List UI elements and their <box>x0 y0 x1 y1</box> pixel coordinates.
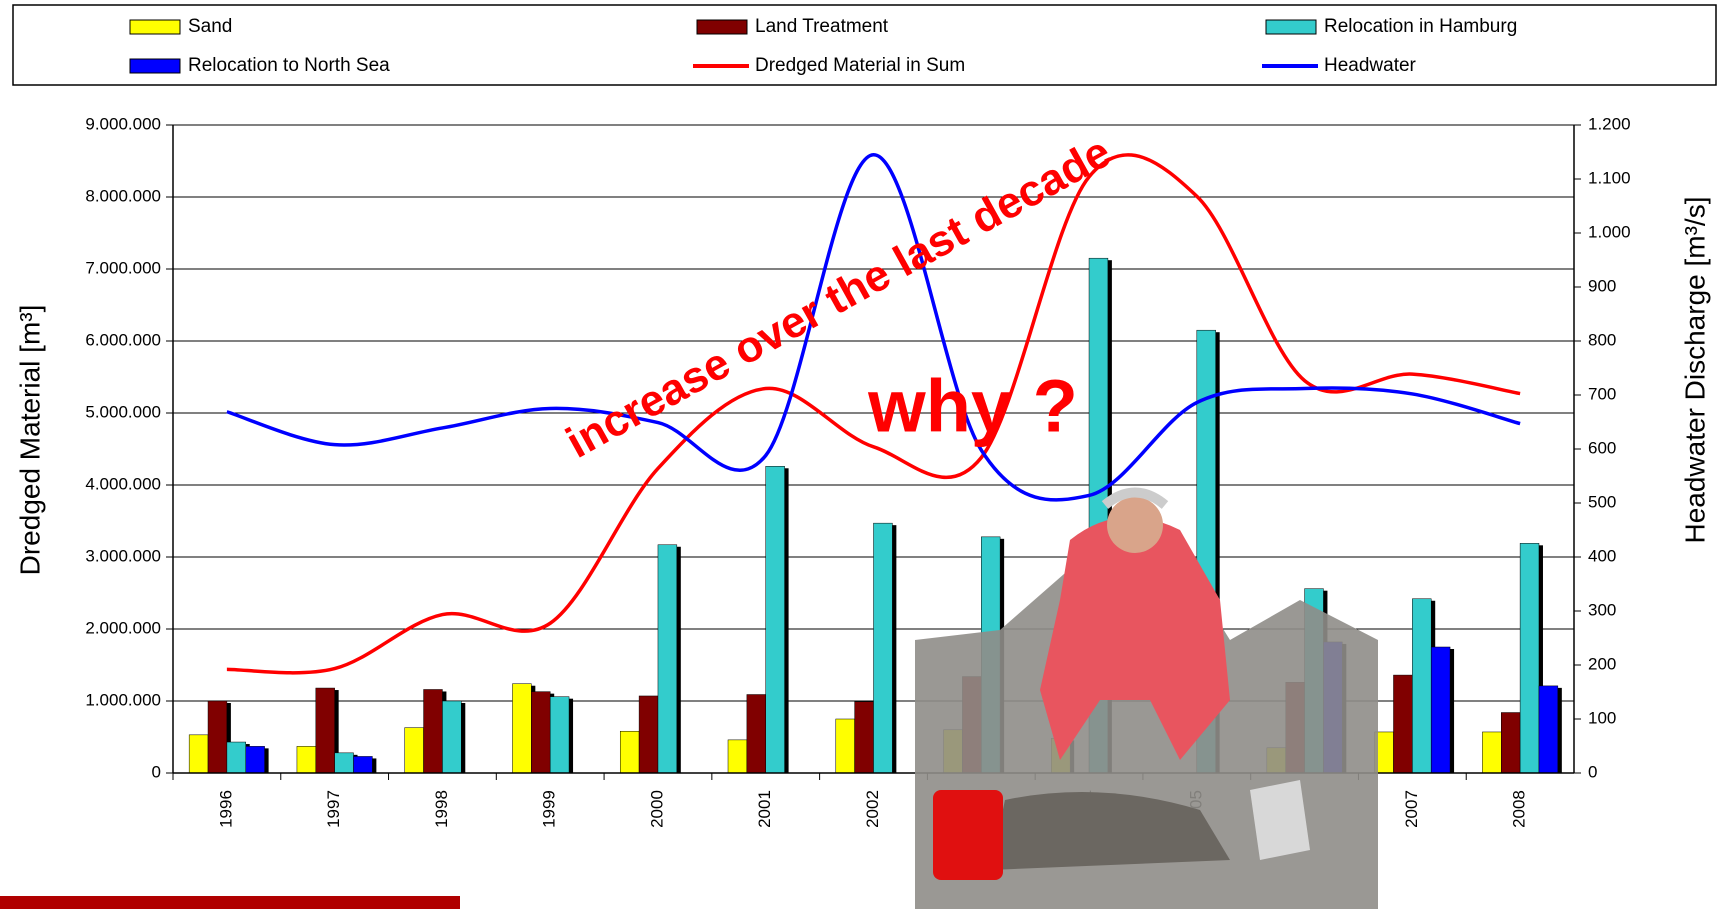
bar <box>836 719 855 773</box>
y-tick-label: 4.000.000 <box>85 474 161 493</box>
bar <box>1482 732 1501 773</box>
x-tick-label: 2000 <box>647 790 666 828</box>
y2-tick-label: 900 <box>1588 276 1616 295</box>
y-tick-label: 8.000.000 <box>85 186 161 205</box>
chart: 0 1.000.000 2.000.000 3.000.000 4.000.000 5.0… <box>0 0 1729 909</box>
y-tick-label: 6.000.000 <box>85 330 161 349</box>
y2-tick-label: 100 <box>1588 708 1616 727</box>
legend-swatch <box>130 20 180 34</box>
x-tick-label: 1998 <box>432 790 451 828</box>
footer-bar <box>0 896 460 909</box>
bar <box>1501 713 1520 773</box>
bar <box>874 523 893 773</box>
y-tick-label: 3.000.000 <box>85 546 161 565</box>
legend-swatch <box>697 20 747 34</box>
bar <box>1520 543 1539 773</box>
y2-tick-label: 800 <box>1588 330 1616 349</box>
y2-tick-label: 1.000 <box>1588 222 1631 241</box>
y-tick-label: 0 <box>152 762 161 781</box>
bar <box>855 702 874 773</box>
y2-tick-label: 0 <box>1588 762 1597 781</box>
bar <box>512 684 531 773</box>
bar <box>550 697 569 773</box>
bar <box>658 545 677 773</box>
legend-label: Dredged Material in Sum <box>755 55 965 76</box>
y2-tick-label: 600 <box>1588 438 1616 457</box>
y2-tick-label: 400 <box>1588 546 1616 565</box>
x-tick-label: 2007 <box>1402 790 1421 828</box>
bar <box>405 728 424 773</box>
y-tick-label: 5.000.000 <box>85 402 161 421</box>
y-tick-label: 2.000.000 <box>85 618 161 637</box>
bar <box>766 466 785 773</box>
y2-tick-label: 500 <box>1588 492 1616 511</box>
bar <box>335 753 354 773</box>
bar <box>246 746 265 773</box>
legend-swatch <box>130 59 180 73</box>
y-tick-label: 1.000.000 <box>85 690 161 709</box>
x-tick-label: 1999 <box>540 790 559 828</box>
bar <box>424 689 443 773</box>
y-axis-title: Dredged Material [m³] <box>14 305 45 576</box>
x-tick-label: 2002 <box>863 790 882 828</box>
bar <box>316 688 335 773</box>
y2-tick-label: 1.200 <box>1588 114 1631 133</box>
bar <box>1412 599 1431 773</box>
page: {"chart_data": { "type": "bar", "categor… <box>0 0 1729 909</box>
legend-label: Relocation to North Sea <box>188 55 390 76</box>
bar <box>442 701 461 773</box>
bar <box>728 740 747 773</box>
x-tick-label: 2001 <box>755 790 774 828</box>
legend-label: Headwater <box>1324 55 1417 76</box>
bar <box>227 742 246 773</box>
y2-axis-title: Headwater Discharge [m³/s] <box>1679 196 1710 543</box>
bar <box>620 731 639 773</box>
bar <box>189 735 208 773</box>
y2-tick-label: 300 <box>1588 600 1616 619</box>
legend-label: Relocation in Hamburg <box>1324 16 1517 37</box>
bar <box>1431 647 1450 773</box>
bar <box>747 695 766 773</box>
x-tick-label: 1997 <box>324 790 343 828</box>
bar <box>1539 686 1558 773</box>
y-tick-label: 9.000.000 <box>85 114 161 133</box>
bar <box>354 756 373 773</box>
bar <box>297 746 316 773</box>
bar <box>531 692 550 773</box>
annotation: why ? <box>867 365 1078 448</box>
y2-tick-label: 700 <box>1588 384 1616 403</box>
x-tick-label: 1996 <box>216 790 235 828</box>
bar <box>1393 675 1412 773</box>
y-tick-label: 7.000.000 <box>85 258 161 277</box>
x-tick-label: 2008 <box>1510 790 1529 828</box>
legend-label: Sand <box>188 16 232 37</box>
bar <box>639 696 658 773</box>
legend-label: Land Treatment <box>755 16 889 37</box>
y2-tick-label: 1.100 <box>1588 168 1631 187</box>
y2-tick-label: 200 <box>1588 654 1616 673</box>
legend-swatch <box>1266 20 1316 34</box>
bar <box>208 701 227 773</box>
